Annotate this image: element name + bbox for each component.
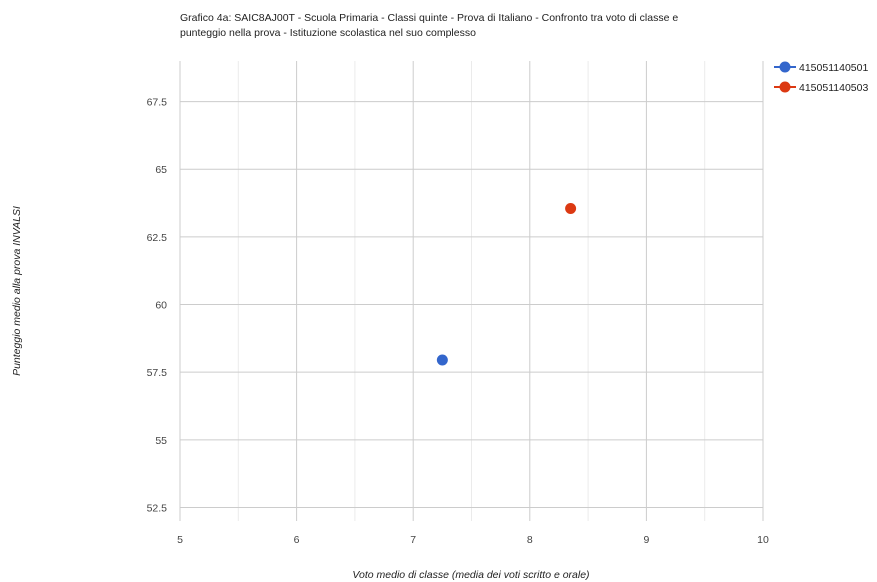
legend-marker [779,81,791,93]
x-tick-label: 6 [294,534,300,546]
x-tick-label: 5 [177,534,183,546]
legend-label-415051140501: 415051140501 [799,62,868,74]
x-tick-label: 9 [643,534,649,546]
grid [179,61,764,521]
legend-marker [779,61,791,73]
x-axis-label: Voto medio di classe (media dei voti scr… [352,569,589,581]
legend-label-415051140503: 415051140503 [799,82,868,94]
y-tick-label: 67.5 [147,97,168,109]
legend: 415051140501 415051140503 [774,61,868,94]
y-axis-label: Punteggio medio alla prova INVALSI [11,206,23,376]
x-tick-label: 7 [410,534,416,546]
data-point-415051140501 [436,354,448,366]
y-tick-label: 57.5 [147,367,168,379]
y-tick-label: 65 [155,164,167,176]
chart-title-line-2: punteggio nella prova - Istituzione scol… [180,27,476,39]
chart-title-line-1: Grafico 4a: SAIC8AJ00T - Scuola Primaria… [180,12,678,24]
y-tick-label: 60 [155,300,167,312]
data-point-415051140503 [565,202,577,214]
data-points [436,202,577,366]
y-tick-label: 55 [155,435,167,447]
tick-labels: 5 6 7 8 9 10 52.5 55 57.5 60 62.5 65 67.5 [147,97,769,546]
x-tick-label: 8 [527,534,533,546]
y-tick-label: 52.5 [147,502,168,514]
y-tick-label: 62.5 [147,232,168,244]
x-tick-label: 10 [757,534,769,546]
